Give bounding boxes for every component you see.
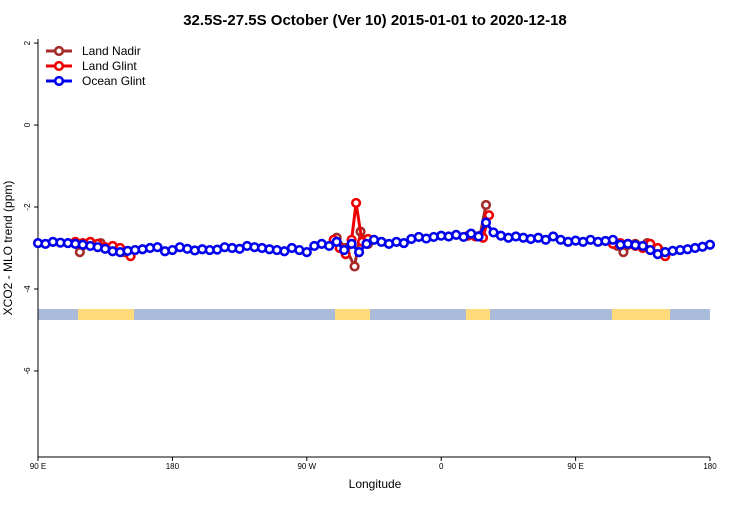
x-tick-label: 0 [439, 462, 444, 471]
x-tick-label: 90 W [297, 462, 316, 471]
y-tick-label: -2 [23, 203, 32, 211]
land-band [612, 309, 670, 320]
land-band [335, 309, 370, 320]
point [607, 234, 619, 245]
legend-label: Land Glint [82, 59, 137, 73]
point [339, 244, 350, 256]
legend-label: Land Nadir [82, 44, 141, 58]
point [346, 238, 357, 250]
x-tick-label: 180 [166, 462, 180, 471]
point [637, 240, 648, 252]
point [473, 231, 484, 242]
legend-marker [53, 60, 65, 72]
y-tick-label: 2 [23, 40, 32, 45]
y-tick-label: 0 [23, 122, 32, 127]
land-band [78, 309, 134, 320]
x-tick-label: 90 E [567, 462, 583, 471]
ocean-band [38, 309, 710, 320]
x-tick-label: 90 E [30, 462, 46, 471]
point [480, 217, 492, 228]
point [349, 261, 360, 272]
point [480, 199, 492, 211]
surface-band [38, 309, 710, 320]
legend-label: Ocean Glint [82, 74, 146, 88]
point [361, 238, 372, 250]
series [32, 217, 716, 260]
point [398, 237, 409, 249]
y-axis-label: XCO2 - MLO trend (ppm) [1, 181, 15, 316]
point [645, 244, 656, 256]
x-axis-label: Longitude [349, 477, 402, 491]
x-tick-label: 180 [703, 462, 717, 471]
point [324, 240, 335, 252]
point [152, 242, 163, 253]
y-tick-label: -4 [23, 285, 32, 293]
point [331, 236, 342, 247]
legend-marker [53, 75, 65, 87]
point [704, 239, 716, 250]
land-band [466, 309, 490, 320]
point [353, 246, 365, 258]
point [350, 197, 362, 209]
chart-title: 32.5S-27.5S October (Ver 10) 2015-01-01 … [183, 12, 567, 29]
legend-marker [53, 45, 65, 57]
y-tick-label: -6 [23, 367, 32, 375]
point [301, 246, 312, 258]
